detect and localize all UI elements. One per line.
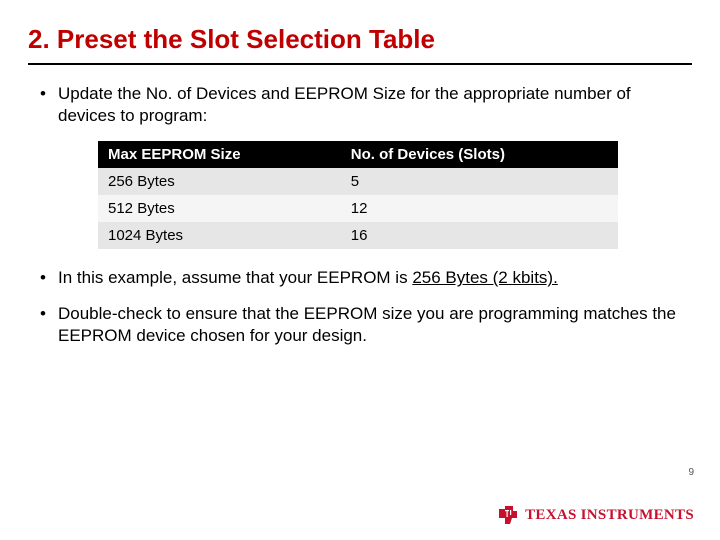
ti-logo: TEXAS INSTRUMENTS [497,505,694,525]
cell-size: 512 Bytes [98,195,341,222]
bullet-3: Double-check to ensure that the EEPROM s… [40,303,692,347]
table-header-row: Max EEPROM Size No. of Devices (Slots) [98,141,618,168]
table-row: 1024 Bytes 16 [98,222,618,249]
cell-devices: 5 [341,168,618,195]
cell-size: 1024 Bytes [98,222,341,249]
eeprom-table: Max EEPROM Size No. of Devices (Slots) 2… [98,141,618,249]
col-header-devices: No. of Devices (Slots) [341,141,618,168]
bullet-list: Update the No. of Devices and EEPROM Siz… [28,83,692,127]
title-rule [28,63,692,65]
cell-devices: 12 [341,195,618,222]
table-row: 512 Bytes 12 [98,195,618,222]
eeprom-table-wrap: Max EEPROM Size No. of Devices (Slots) 2… [98,141,618,249]
ti-logo-text: TEXAS INSTRUMENTS [525,507,694,524]
bullet-2-pre: In this example, assume that your EEPROM… [58,268,412,287]
page-number: 9 [688,467,694,478]
bullet-2-emph: 256 Bytes (2 kbits). [412,268,558,287]
footer: TEXAS INSTRUMENTS [0,490,720,540]
bullet-list-2: In this example, assume that your EEPROM… [28,267,692,347]
table-row: 256 Bytes 5 [98,168,618,195]
cell-devices: 16 [341,222,618,249]
slide-title: 2. Preset the Slot Selection Table [28,24,692,55]
ti-chip-icon [497,505,519,525]
bullet-2: In this example, assume that your EEPROM… [40,267,692,289]
slide: 2. Preset the Slot Selection Table Updat… [0,0,720,540]
bullet-3-text: Double-check to ensure that the EEPROM s… [58,304,676,345]
col-header-size: Max EEPROM Size [98,141,341,168]
bullet-1: Update the No. of Devices and EEPROM Siz… [40,83,692,127]
bullet-1-text: Update the No. of Devices and EEPROM Siz… [58,84,631,125]
cell-size: 256 Bytes [98,168,341,195]
